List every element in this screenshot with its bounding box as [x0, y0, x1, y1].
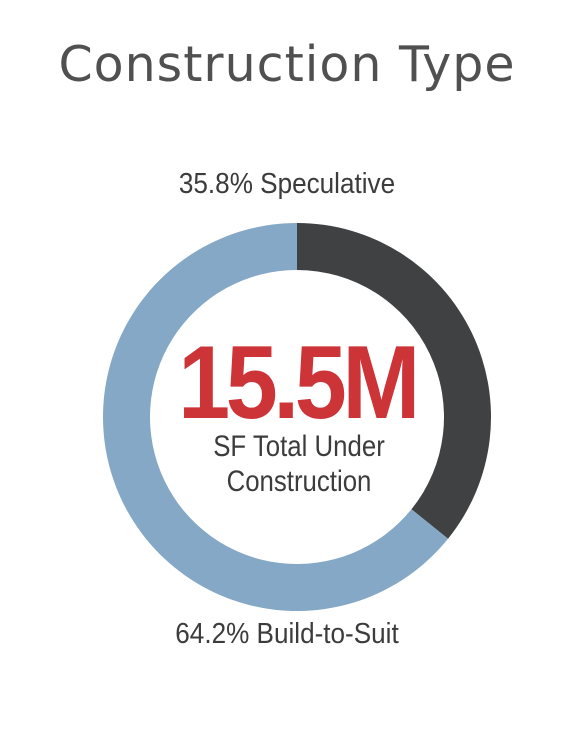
chart-title: Construction Type: [58, 36, 516, 93]
center-caption-line-2: Construction: [226, 465, 372, 498]
center-caption-line-1: SF Total Under: [213, 430, 385, 463]
slice-label-build-to-suit: 64.2% Build-to-Suit: [175, 618, 399, 650]
donut-slice-speculative: [297, 223, 491, 539]
center-total-value: 15.5M: [178, 325, 420, 441]
slice-label-speculative: 35.8% Speculative: [178, 168, 396, 200]
